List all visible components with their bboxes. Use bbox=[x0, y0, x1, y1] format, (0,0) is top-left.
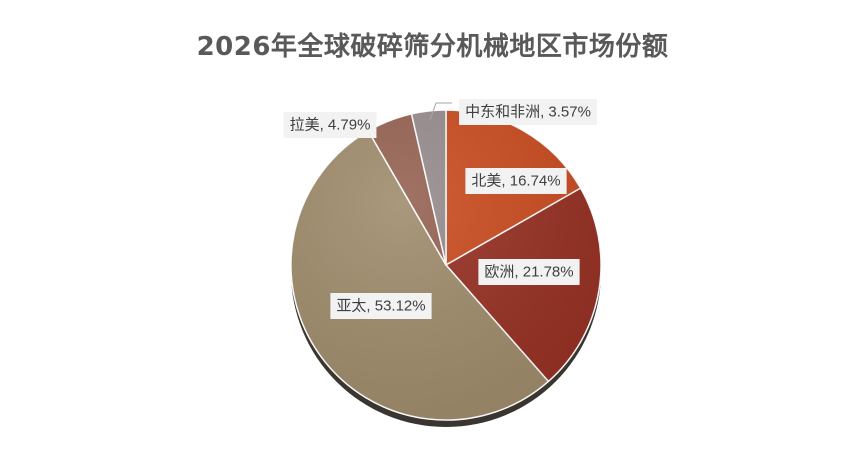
data-label-background bbox=[478, 259, 580, 285]
data-label-background bbox=[459, 99, 597, 125]
data-label-background bbox=[330, 293, 432, 319]
pie-labels: 北美, 16.74% 欧洲, 21.78% 亚太, 53.12% 拉美, 4.79% 中… bbox=[283, 99, 597, 319]
leader-line-mea bbox=[429, 102, 452, 121]
data-label-text: 亚太, 53.12% bbox=[336, 298, 425, 315]
data-label-4: 拉美, 4.79% bbox=[283, 112, 377, 138]
pie-leader-lines bbox=[429, 102, 452, 121]
data-label-2: 欧洲, 21.78% bbox=[478, 259, 580, 285]
data-label-1: 北美, 16.74% bbox=[465, 168, 567, 194]
data-label-background bbox=[283, 112, 377, 138]
data-label-5: 中东和非洲, 3.57% bbox=[459, 99, 597, 125]
data-label-text: 欧洲, 21.78% bbox=[484, 264, 573, 281]
data-label-background bbox=[465, 168, 567, 194]
data-label-3: 亚太, 53.12% bbox=[330, 293, 432, 319]
data-label-text: 北美, 16.74% bbox=[471, 173, 560, 190]
chart-title: 2026年全球破碎筛分机械地区市场份额 bbox=[196, 32, 669, 62]
data-label-text: 拉美, 4.79% bbox=[290, 117, 371, 134]
data-label-text: 中东和非洲, 3.57% bbox=[465, 104, 591, 121]
